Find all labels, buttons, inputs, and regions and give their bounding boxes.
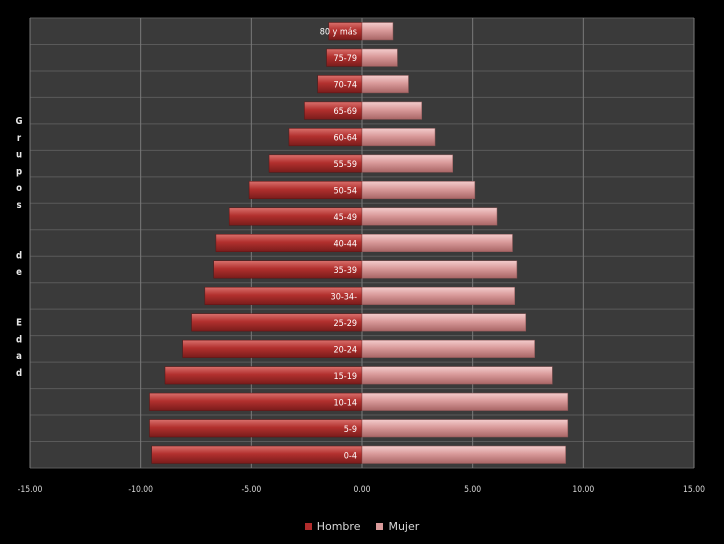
y-axis-title-char: p	[16, 166, 22, 177]
category-label: 5-9	[344, 425, 357, 435]
bar-hombre	[149, 392, 363, 411]
bar-mujer	[361, 366, 553, 385]
category-label: 35-39	[333, 266, 357, 276]
bar-hombre	[164, 366, 363, 385]
bar-mujer	[361, 101, 423, 120]
bar-mujer	[361, 75, 409, 94]
category-label: 45-49	[333, 213, 357, 223]
category-label: 0-4	[344, 451, 357, 461]
category-label: 40-44	[333, 240, 357, 250]
bar-mujer	[361, 445, 566, 464]
bars	[149, 22, 569, 464]
y-axis-title-char: u	[16, 150, 22, 161]
category-label: 65-69	[333, 107, 357, 117]
bar-mujer	[361, 128, 436, 147]
bar-mujer	[361, 339, 535, 358]
legend: Hombre Mujer	[0, 516, 724, 536]
legend-swatch-hombre	[304, 522, 312, 530]
category-label: 60-64	[333, 134, 357, 144]
x-tick-label: 15.00	[683, 485, 705, 495]
bar-mujer	[361, 260, 518, 279]
bar-hombre	[151, 445, 363, 464]
category-labels: 0-4 5-9 10-14 15-19 20-24 25-29 30-34- 35-39 40-…	[320, 28, 357, 462]
category-label: 75-79	[333, 54, 357, 64]
bar-hombre	[149, 419, 363, 438]
x-tick-label: 0.00	[353, 485, 370, 495]
category-label: 30-34-	[331, 292, 358, 302]
legend-swatch-mujer	[376, 522, 384, 530]
legend-label-mujer: Mujer	[388, 519, 420, 533]
bar-mujer	[361, 48, 398, 67]
y-axis-title-char: d	[16, 250, 22, 261]
x-tick-label: -10.00	[128, 485, 153, 495]
x-axis: -15.00 -10.00 -5.00 0.00 5.00 10.00 15.00	[18, 485, 705, 495]
category-label: 25-29	[333, 319, 357, 329]
y-axis-title-char: G	[15, 116, 22, 127]
y-axis-title-char: e	[16, 267, 22, 278]
bar-mujer	[361, 234, 513, 252]
bar-mujer	[361, 22, 394, 41]
category-label: 80 y más	[320, 28, 357, 38]
y-axis-title-char: r	[17, 133, 22, 144]
y-axis-title-char: s	[16, 200, 21, 211]
category-label: 20-24	[333, 345, 357, 355]
y-axis-title-char: E	[16, 318, 22, 329]
x-tick-label: -15.00	[18, 485, 43, 495]
y-axis-title-char: d	[16, 334, 22, 345]
bar-mujer	[361, 313, 527, 332]
category-label: 50-54	[333, 187, 357, 197]
category-label: 70-74	[333, 81, 357, 91]
category-label: 15-19	[333, 372, 357, 382]
category-label: 10-14	[333, 398, 357, 408]
bar-mujer	[361, 419, 569, 438]
legend-item-mujer: Mujer	[376, 520, 419, 533]
y-axis-title-char: a	[16, 351, 22, 362]
x-tick-label: 5.00	[464, 485, 481, 495]
x-tick-label: -5.00	[241, 485, 261, 495]
bar-mujer	[361, 154, 453, 173]
legend-label-hombre: Hombre	[316, 519, 361, 533]
y-axis-title-char: o	[16, 183, 22, 194]
bar-mujer	[361, 181, 476, 200]
x-tick-label: 10.00	[572, 485, 594, 495]
bar-mujer	[361, 207, 498, 226]
y-axis-title-char: d	[16, 368, 22, 379]
bar-mujer	[361, 286, 515, 305]
category-label: 55-59	[333, 160, 357, 170]
bar-mujer	[361, 392, 569, 411]
legend-item-hombre: Hombre	[304, 519, 361, 533]
